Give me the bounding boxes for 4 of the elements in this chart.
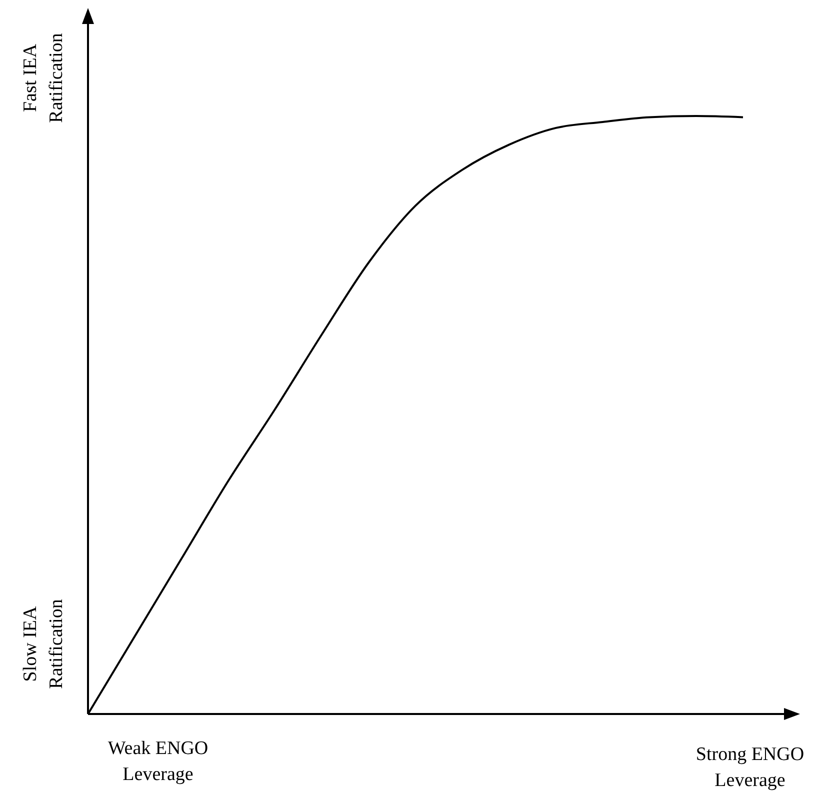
- text: Strong ENGO Leverage: [696, 744, 804, 791]
- text: Slow IEA Ratification: [20, 598, 67, 689]
- text: Weak ENGO Leverage: [108, 738, 208, 785]
- text: Fast IEA Ratification: [20, 32, 67, 123]
